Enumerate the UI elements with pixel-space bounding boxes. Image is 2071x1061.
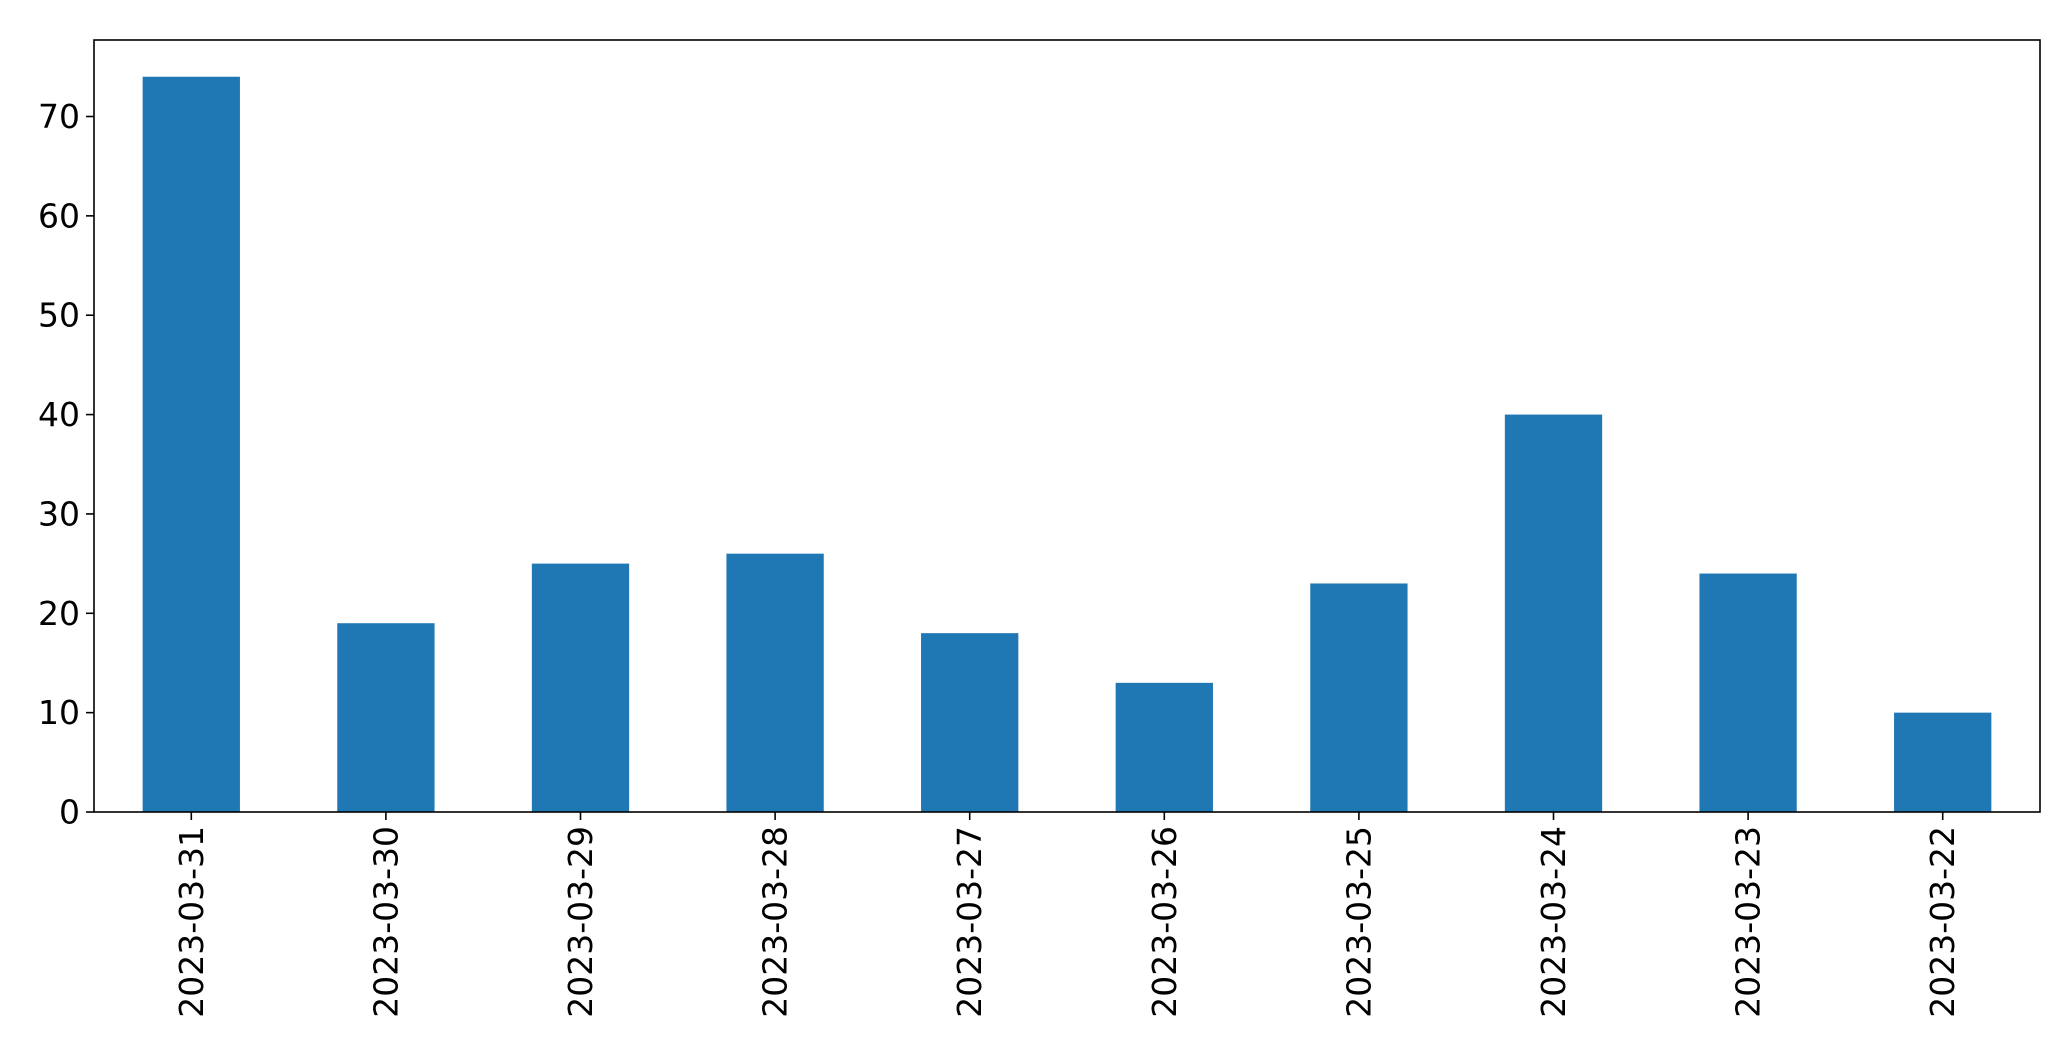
bar-2023-03-24 xyxy=(1504,414,1603,812)
x-tick-label: 2023-03-24 xyxy=(1534,826,1573,1018)
y-tick-label: 0 xyxy=(59,793,80,832)
x-tick-label: 2023-03-29 xyxy=(561,826,600,1018)
bar-2023-03-26 xyxy=(1115,682,1213,812)
x-tick-label: 2023-03-23 xyxy=(1729,826,1768,1018)
y-tick-label: 20 xyxy=(38,594,80,633)
y-tick-label: 70 xyxy=(38,97,80,136)
bars-layer xyxy=(142,76,1992,812)
x-tick-label: 2023-03-26 xyxy=(1145,826,1184,1018)
x-tick-label: 2023-03-22 xyxy=(1923,826,1962,1018)
x-tick-label: 2023-03-25 xyxy=(1339,826,1378,1018)
bar-2023-03-23 xyxy=(1699,573,1797,812)
bar-2023-03-31 xyxy=(142,76,240,812)
x-tick-label: 2023-03-30 xyxy=(366,826,405,1018)
bar-2023-03-29 xyxy=(531,563,630,812)
y-tick-label: 60 xyxy=(38,196,80,235)
x-tick-label: 2023-03-28 xyxy=(756,826,795,1018)
y-tick-label: 10 xyxy=(38,693,80,732)
bar-2023-03-22 xyxy=(1894,712,1992,812)
y-tick-label: 30 xyxy=(38,494,80,533)
plot-frame xyxy=(93,39,2041,813)
y-axis: 0 10 20 30 40 50 60 70 xyxy=(38,97,94,832)
bar-2023-03-25 xyxy=(1310,583,1408,812)
x-tick-label: 2023-03-31 xyxy=(172,826,211,1018)
bar-2023-03-27 xyxy=(921,633,1019,812)
x-tick-label: 2023-03-27 xyxy=(950,826,989,1018)
bar-2023-03-28 xyxy=(726,553,824,812)
bar-2023-03-30 xyxy=(337,623,435,812)
x-axis: 2023-03-31 2023-03-30 2023-03-29 2023-03-28… xyxy=(172,812,1962,1018)
y-tick-label: 40 xyxy=(38,395,80,434)
y-tick-label: 50 xyxy=(38,296,80,335)
